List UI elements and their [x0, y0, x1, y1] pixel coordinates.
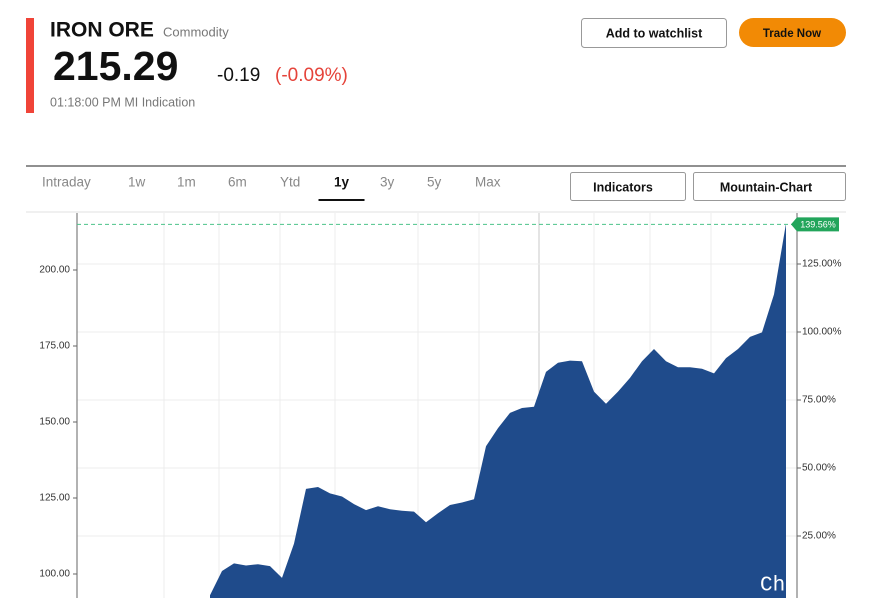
indicators-label[interactable]: Indicators [593, 180, 653, 194]
y2-tick-label: 50.00% [802, 463, 836, 474]
tab[interactable]: 1y [334, 175, 350, 190]
tab-underline [318, 199, 365, 201]
y2-tick-label: 75.00% [802, 395, 836, 406]
watchlist-button[interactable] [581, 18, 727, 48]
chart-type-label[interactable]: Mountain-Chart [720, 180, 813, 194]
y-tick-label: 150.00 [39, 417, 70, 428]
y-tick-label: 175.00 [39, 341, 70, 352]
accent-bar [26, 18, 34, 113]
tab[interactable]: 1w [128, 175, 146, 190]
tab[interactable]: Ytd [280, 175, 300, 190]
tab[interactable]: Max [475, 175, 501, 190]
commodity-name: IRON ORE [50, 19, 154, 42]
change-pct: (-0.09%) [275, 65, 348, 86]
y2-tick-label: 125.00% [802, 259, 842, 270]
trade-label[interactable]: Trade Now [763, 28, 821, 40]
price: 215.29 [53, 43, 178, 89]
y2-tick-label: 100.00% [802, 327, 842, 338]
tab[interactable]: 1m [177, 175, 196, 190]
category: Commodity [163, 24, 229, 39]
tab[interactable]: 6m [228, 175, 247, 190]
trade-button[interactable] [739, 18, 846, 47]
price-area [210, 223, 786, 598]
y-tick-label: 200.00 [39, 265, 70, 276]
timestamp: 01:18:00 PM MI Indication [50, 95, 195, 109]
y2-tick-label: 25.00% [802, 531, 836, 542]
last-value-badge [791, 217, 839, 232]
change: -0.19 [217, 65, 260, 86]
indicators-button[interactable] [570, 172, 686, 201]
tab[interactable]: Intraday [42, 175, 91, 190]
watermark: Ch [760, 575, 785, 598]
tab[interactable]: 5y [427, 175, 442, 190]
y-tick-label: 100.00 [39, 569, 70, 580]
chart-type-button[interactable] [693, 172, 846, 201]
y-tick-label: 125.00 [39, 493, 70, 504]
tab[interactable]: 3y [380, 175, 395, 190]
last-value-label: 139.56% [800, 219, 836, 229]
watchlist-label[interactable]: Add to watchlist [606, 26, 703, 40]
